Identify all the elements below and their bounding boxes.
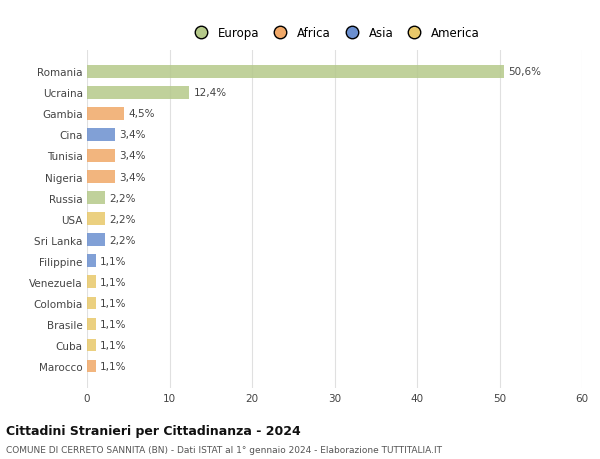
Text: 4,5%: 4,5% xyxy=(128,109,155,119)
Bar xyxy=(87,192,105,204)
Bar xyxy=(87,171,115,184)
Text: 1,1%: 1,1% xyxy=(100,256,127,266)
Text: 2,2%: 2,2% xyxy=(109,193,136,203)
Text: 2,2%: 2,2% xyxy=(109,214,136,224)
Text: 1,1%: 1,1% xyxy=(100,319,127,329)
Bar xyxy=(87,234,105,246)
Bar xyxy=(87,255,96,268)
Bar xyxy=(87,360,96,373)
Bar xyxy=(87,108,124,120)
Text: COMUNE DI CERRETO SANNITA (BN) - Dati ISTAT al 1° gennaio 2024 - Elaborazione TU: COMUNE DI CERRETO SANNITA (BN) - Dati IS… xyxy=(6,445,442,454)
Bar xyxy=(87,297,96,309)
Bar xyxy=(87,66,505,78)
Text: 12,4%: 12,4% xyxy=(193,88,227,98)
Text: 3,4%: 3,4% xyxy=(119,151,146,161)
Text: 1,1%: 1,1% xyxy=(100,277,127,287)
Bar xyxy=(87,87,190,100)
Bar xyxy=(87,129,115,141)
Bar xyxy=(87,213,105,225)
Legend: Europa, Africa, Asia, America: Europa, Africa, Asia, America xyxy=(185,22,484,45)
Bar xyxy=(87,276,96,289)
Bar xyxy=(87,318,96,330)
Text: 1,1%: 1,1% xyxy=(100,340,127,350)
Bar xyxy=(87,339,96,352)
Text: 3,4%: 3,4% xyxy=(119,172,146,182)
Text: 50,6%: 50,6% xyxy=(509,67,542,77)
Text: Cittadini Stranieri per Cittadinanza - 2024: Cittadini Stranieri per Cittadinanza - 2… xyxy=(6,424,301,437)
Text: 1,1%: 1,1% xyxy=(100,361,127,371)
Text: 1,1%: 1,1% xyxy=(100,298,127,308)
Bar xyxy=(87,150,115,162)
Text: 3,4%: 3,4% xyxy=(119,130,146,140)
Text: 2,2%: 2,2% xyxy=(109,235,136,245)
